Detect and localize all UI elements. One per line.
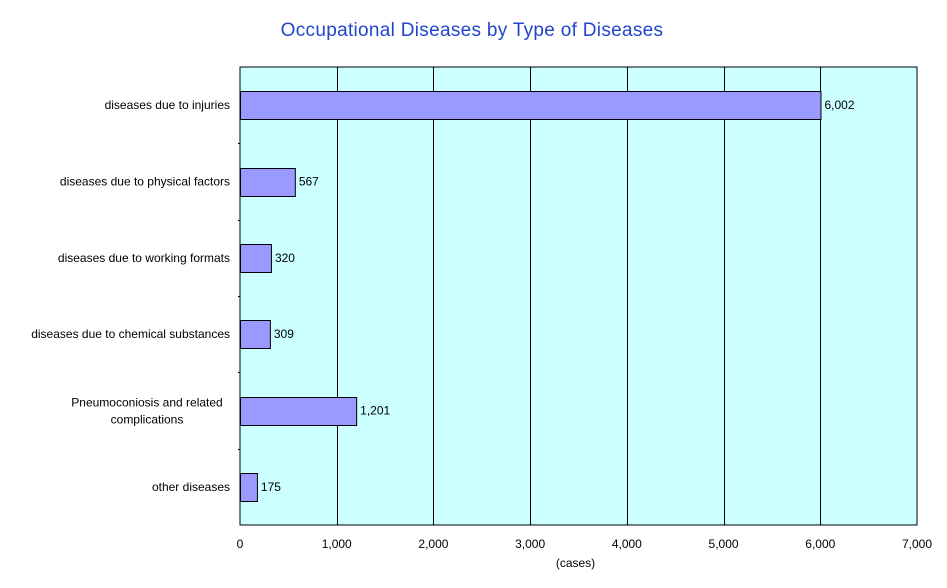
labels: 0 1,000 2,000 3,000 4,000 5,000 6,000 7,000 6,00… — [31, 98, 932, 551]
bar-value-label: 567 — [299, 175, 319, 189]
plot-area — [239, 66, 918, 526]
bar — [240, 473, 258, 502]
bar-value-label: 175 — [261, 480, 281, 494]
category-label: diseases due to physical factors — [60, 175, 230, 189]
category-label: diseases due to working formats — [58, 251, 230, 265]
bar-value-label: 309 — [274, 327, 294, 341]
bar — [240, 397, 358, 426]
bar-value-label: 6,002 — [824, 98, 854, 112]
chart-title: Occupational Diseases by Type of Disease… — [280, 20, 664, 41]
bar-value-label: 320 — [275, 251, 295, 265]
x-tick-label: 1,000 — [322, 537, 352, 551]
x-tick-label: 2,000 — [418, 537, 448, 551]
category-label: diseases due to chemical substances — [31, 327, 230, 341]
bar — [240, 91, 822, 120]
category-label-line: Pneumoconiosis and related — [71, 396, 222, 410]
category-label: other diseases — [152, 480, 230, 494]
x-tick-label: 5,000 — [709, 537, 739, 551]
bar — [240, 320, 271, 349]
bar — [240, 244, 272, 273]
bar-value-label: 1,201 — [360, 404, 390, 418]
x-tick-label: 7,000 — [902, 537, 932, 551]
x-tick-label: 3,000 — [515, 537, 545, 551]
category-label-line: complications — [111, 413, 184, 427]
x-tick-label: 0 — [237, 537, 244, 551]
bar — [240, 168, 296, 197]
category-label: diseases due to injuries — [105, 98, 230, 112]
category-label: Pneumoconiosis and related complications — [71, 396, 222, 427]
x-tick-label: 6,000 — [805, 537, 835, 551]
bars — [240, 91, 822, 502]
x-tick-label: 4,000 — [612, 537, 642, 551]
gridlines — [238, 67, 821, 525]
x-axis-title: (cases) — [556, 556, 595, 570]
